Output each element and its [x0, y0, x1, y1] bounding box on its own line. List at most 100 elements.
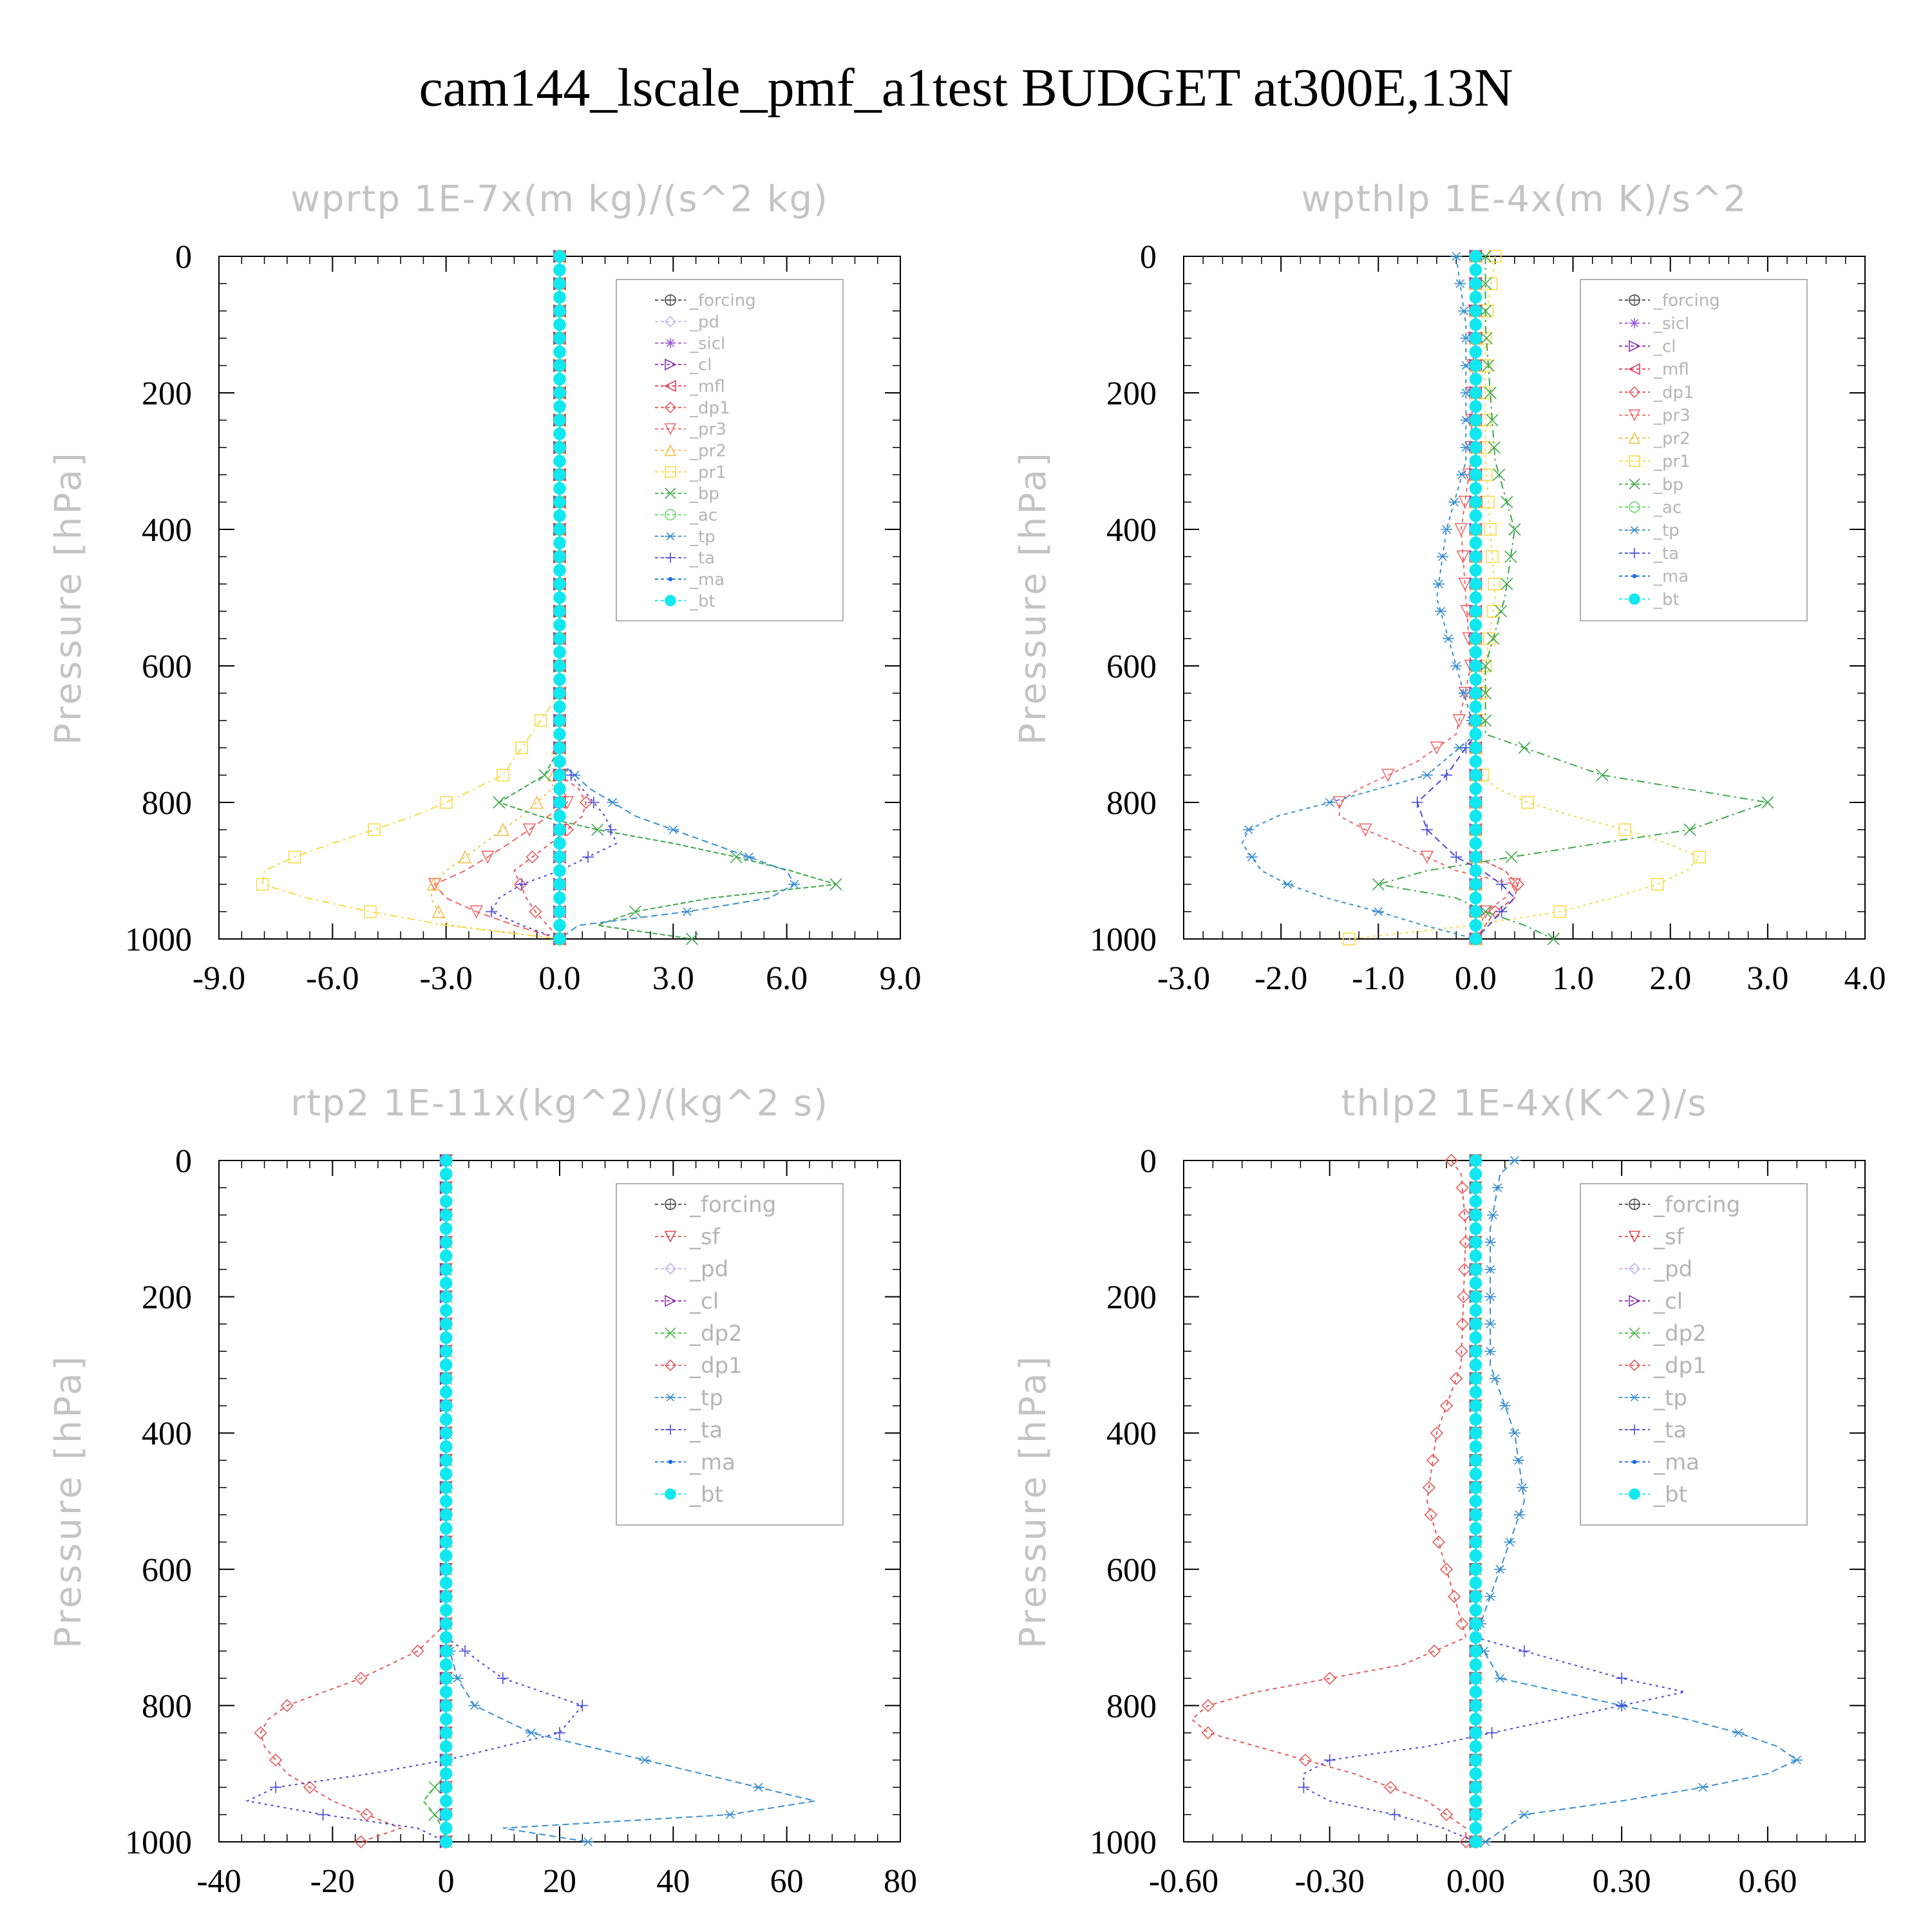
- x-tick-label: 1.0: [1552, 960, 1594, 997]
- data-point_bt: [1469, 1563, 1482, 1576]
- x-tick-label: -3.0: [420, 960, 473, 997]
- y-tick-label: 1000: [1090, 922, 1157, 958]
- y-tick-label: 400: [142, 512, 192, 549]
- data-point_bt: [1469, 1740, 1482, 1753]
- series-line_tp: [1475, 1160, 1799, 1842]
- data-point_bt: [1469, 591, 1482, 604]
- data-point_tp: [1499, 1401, 1511, 1410]
- y-tick-label: 600: [142, 1552, 192, 1589]
- series_tp: [1474, 1156, 1803, 1846]
- data-point_bt: [439, 1440, 453, 1454]
- series_bt: [1469, 1154, 1482, 1848]
- legend-label: _dp2: [689, 1321, 743, 1347]
- legend-marker_forcing: [1629, 1198, 1640, 1210]
- data-point_pr3: [1508, 878, 1522, 891]
- data-point_bp: [1372, 878, 1385, 891]
- data-point_bt: [553, 577, 566, 591]
- legend-marker_pd: [664, 316, 677, 328]
- data-point_tp: [1242, 825, 1255, 835]
- data-point_ta: [1323, 1754, 1336, 1766]
- data-point_bt: [439, 1822, 453, 1835]
- data-point_dp1: [513, 878, 527, 891]
- data-point_bt: [1469, 1399, 1482, 1412]
- data-point_bt: [439, 1644, 453, 1658]
- legend-marker_ma: [668, 577, 673, 582]
- data-point_tp: [1492, 1183, 1504, 1193]
- series_bt: [439, 1154, 453, 1848]
- data-point_tp: [525, 1728, 537, 1738]
- data-point_ta: [486, 905, 498, 918]
- data-point_bp: [730, 851, 743, 864]
- panel-2: wpthlp 1E-4x(m K)/s^2 Pressure [hPa] -3.0 -…: [1012, 178, 1886, 997]
- data-point_bt: [553, 605, 566, 618]
- data-point_bt: [1469, 1604, 1482, 1617]
- panel-1: wprtp 1E-7x(m kg)/(s^2 kg) Pressure [hPa]…: [48, 178, 922, 997]
- data-point_ta: [565, 769, 577, 781]
- data-point_bt: [1469, 290, 1482, 304]
- panel-title: rtp2 1E-11x(kg^2)/(kg^2 s): [290, 1083, 829, 1124]
- legend-marker_bt: [1629, 1488, 1640, 1500]
- data-point_bt: [553, 250, 566, 263]
- legend-marker_pr1: [1629, 455, 1640, 467]
- data-point_bt: [1469, 728, 1482, 741]
- data-point_bt: [1469, 618, 1482, 632]
- y-tick-label: 1000: [125, 922, 192, 958]
- legend: _forcing _pd_sicl_cl _mfl _dp1 _pr3 _pr2 _pr1 _…: [616, 279, 844, 621]
- data-point_pr3: [1454, 523, 1468, 536]
- data-point_tp: [1421, 770, 1433, 780]
- legend-marker_bt: [665, 1488, 676, 1500]
- data-point_bt: [1469, 1808, 1482, 1821]
- series_pr2: [426, 249, 567, 945]
- data-point_bt: [439, 1358, 453, 1372]
- x-tick-label: -3.0: [1157, 960, 1210, 997]
- legend-label: _pd: [1653, 1256, 1692, 1282]
- data-point_bt: [439, 1195, 453, 1208]
- data-point_bt: [553, 810, 566, 822]
- legend-label: _bt: [1653, 1482, 1687, 1508]
- data-point_bt: [439, 1617, 453, 1631]
- panel-title: thlp2 1E-4x(K^2)/s: [1341, 1083, 1708, 1124]
- data-point_ta: [576, 1700, 589, 1712]
- legend-label: _forcing: [1653, 291, 1720, 310]
- data-point_tp: [1450, 252, 1463, 261]
- legend-marker_cl: [1629, 340, 1641, 352]
- data-point_bt: [1469, 550, 1482, 564]
- legend-marker_pr2: [1628, 431, 1641, 444]
- data-point_bt: [439, 1631, 453, 1644]
- legend-label: _pr3: [1653, 406, 1690, 426]
- data-point_bt: [439, 1467, 453, 1481]
- data-point_bt: [1469, 837, 1482, 850]
- series-line_dp1: [513, 256, 587, 940]
- data-point_tp: [1484, 1265, 1497, 1274]
- data-point_dp1: [1450, 1372, 1463, 1385]
- data-point_bt: [1469, 933, 1482, 945]
- data-point_pr1: [1343, 933, 1356, 945]
- legend-marker_sicl: [665, 337, 676, 348]
- panel-3: rtp2 1E-11x(kg^2)/(kg^2 s) Pressure [hPa]…: [48, 1083, 917, 1900]
- data-point_bp: [629, 905, 642, 918]
- data-point_bt: [439, 1699, 453, 1712]
- data-point_bt: [1469, 1535, 1482, 1549]
- data-point_tp: [667, 825, 679, 835]
- data-point_bt: [553, 332, 566, 345]
- data-point_pr3: [1456, 550, 1470, 564]
- data-point_bt: [439, 1549, 453, 1562]
- legend-label: _forcing: [1653, 1192, 1740, 1218]
- data-point_pr2: [431, 904, 446, 918]
- data-point_dp1: [1458, 1208, 1472, 1222]
- data-point_bt: [439, 1154, 453, 1167]
- data-point_bt: [1469, 1154, 1482, 1167]
- y-tick-label: 200: [142, 375, 192, 412]
- data-point_bt: [1469, 1658, 1482, 1671]
- data-point_bp: [1480, 332, 1493, 345]
- legend-marker_dp2: [665, 1327, 676, 1339]
- data-point_bt: [1469, 1835, 1482, 1848]
- legend-label: _cl: [689, 355, 712, 375]
- legend-marker_ac: [1629, 501, 1640, 513]
- data-point_bt: [1469, 1644, 1482, 1658]
- y-tick-label: 0: [1140, 239, 1157, 276]
- legend-label: _sicl: [1653, 314, 1689, 334]
- data-point_pr1: [439, 796, 453, 809]
- legend-marker_ma: [1632, 574, 1637, 578]
- data-point_bt: [439, 1413, 453, 1426]
